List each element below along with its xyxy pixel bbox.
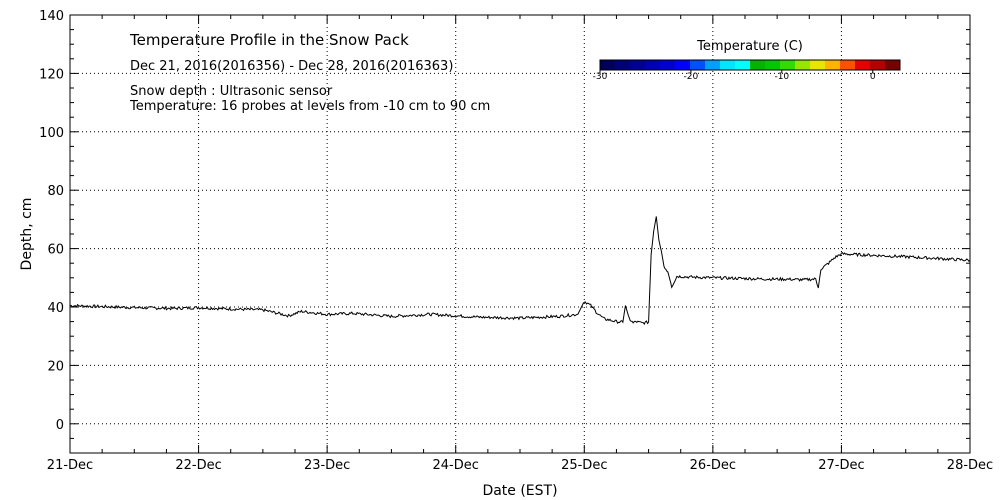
- x-tick-label: 23-Dec: [304, 458, 350, 473]
- x-tick-label: 22-Dec: [175, 458, 221, 473]
- y-tick-label: 140: [39, 9, 64, 24]
- colorbar-tick-label: -30: [593, 72, 608, 82]
- colorbar-segment: [780, 60, 796, 70]
- colorbar-frame: [599, 59, 901, 71]
- grid-lines: [70, 15, 970, 453]
- colorbar-segment: [810, 60, 826, 70]
- x-axis-title: Date (EST): [482, 483, 557, 499]
- temperature-colorbar: -30 -20 -10 0: [593, 59, 901, 82]
- x-tick-label: 25-Dec: [561, 458, 607, 473]
- colorbar-tick-label: -20: [684, 72, 699, 82]
- x-tick-label: 26-Dec: [690, 458, 736, 473]
- colorbar-segment: [840, 60, 856, 70]
- series-layer: [69, 216, 971, 326]
- colorbar-segment: [735, 60, 751, 70]
- annotation-probes: Temperature: 16 probes at levels from -1…: [129, 99, 490, 114]
- plot-frame: [69, 14, 971, 454]
- colorbar-segment: [660, 60, 676, 70]
- colorbar-segment: [825, 60, 841, 70]
- x-tick-label: 24-Dec: [433, 458, 479, 473]
- colorbar-segment: [795, 60, 811, 70]
- colorbar-tick-label: -10: [774, 72, 789, 82]
- colorbar-segment: [675, 60, 691, 70]
- x-tick-label: 28-Dec: [947, 458, 993, 473]
- snow-depth-line: [69, 216, 971, 326]
- colorbar-segment: [885, 60, 901, 70]
- colorbar-segment: [600, 60, 616, 70]
- y-tick-label: 100: [39, 126, 64, 141]
- colorbar-segment: [630, 60, 646, 70]
- y-axis-title: Depth, cm: [19, 198, 35, 271]
- x-tick-label: 27-Dec: [818, 458, 864, 473]
- y-tick-label: 40: [47, 301, 64, 316]
- colorbar-segment: [855, 60, 871, 70]
- y-tick-label: 20: [47, 359, 64, 374]
- colorbar-tick-label: 0: [870, 72, 876, 82]
- y-tick-label: 0: [56, 418, 64, 433]
- y-tick-label: 120: [39, 67, 64, 82]
- colorbar-segment: [690, 60, 706, 70]
- colorbar-title: Temperature (C): [696, 39, 803, 54]
- chart-subtitle: Dec 21, 2016(2016356) - Dec 28, 2016(201…: [130, 59, 453, 74]
- axis-ticks: 0 20 40 60 80 100 120 140 21-Dec 22-Dec 23-Dec 24-D…: [39, 9, 993, 473]
- chart-title: Temperature Profile in the Snow Pack: [129, 31, 409, 49]
- colorbar-segment: [720, 60, 736, 70]
- colorbar-segment: [705, 60, 721, 70]
- colorbar-segment: [765, 60, 781, 70]
- colorbar-segment: [750, 60, 766, 70]
- colorbar-segment: [870, 60, 886, 70]
- colorbar-segment: [615, 60, 631, 70]
- annotation-sensor: Snow depth : Ultrasonic sensor: [130, 84, 333, 99]
- colorbar-segment: [645, 60, 661, 70]
- x-tick-label: 21-Dec: [47, 458, 93, 473]
- y-tick-label: 80: [47, 184, 64, 199]
- y-tick-label: 60: [47, 243, 64, 258]
